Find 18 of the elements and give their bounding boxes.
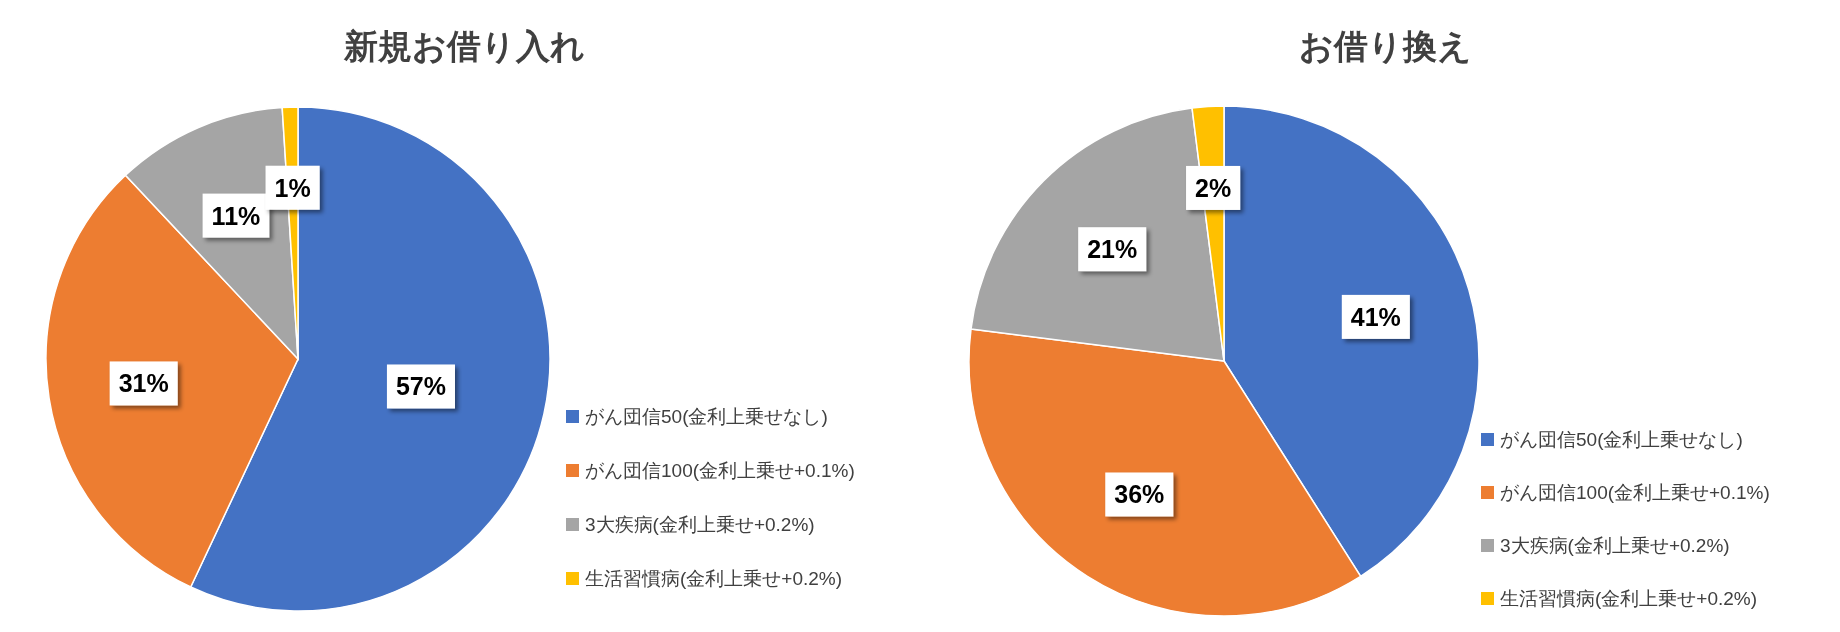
legend-label: がん団信100(金利上乗せ+0.1%): [585, 460, 855, 481]
chart-title: お借り換え: [1298, 27, 1472, 65]
legend-label: 生活習慣病(金利上乗せ+0.2%): [1500, 588, 1758, 609]
data-label: 36%: [1114, 480, 1165, 509]
legend-label: がん団信100(金利上乗せ+0.1%): [1500, 482, 1770, 503]
data-label: 11%: [211, 201, 261, 230]
data-label: 21%: [1087, 235, 1138, 264]
data-label: 31%: [118, 369, 169, 398]
data-label: 1%: [274, 173, 311, 202]
legend-label: 3大疾病(金利上乗せ+0.2%): [1500, 535, 1730, 556]
data-label: 57%: [395, 372, 446, 401]
legend-label: 生活習慣病(金利上乗せ+0.2%): [585, 568, 843, 589]
chart-title: 新規お借り入れ: [342, 27, 585, 65]
legend-label: がん団信50(金利上乗せなし): [1500, 429, 1743, 450]
data-label: 2%: [1195, 173, 1232, 202]
data-label: 41%: [1350, 302, 1401, 331]
legend-label: 3大疾病(金利上乗せ+0.2%): [585, 514, 815, 535]
legend-label: がん団信50(金利上乗せなし): [585, 406, 828, 427]
